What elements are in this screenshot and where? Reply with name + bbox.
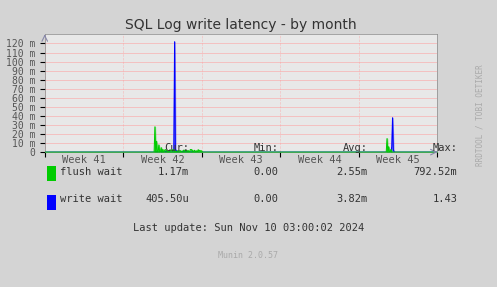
Text: 2.55m: 2.55m [336,167,368,177]
Text: write wait: write wait [60,194,122,204]
Title: SQL Log write latency - by month: SQL Log write latency - by month [125,18,357,32]
Text: Week 43: Week 43 [219,155,263,165]
Text: 792.52m: 792.52m [414,167,457,177]
Text: flush wait: flush wait [60,167,122,177]
Y-axis label: second: second [0,73,3,113]
Text: Max:: Max: [432,143,457,153]
Text: 1.17m: 1.17m [158,167,189,177]
Text: Avg:: Avg: [343,143,368,153]
Text: Week 41: Week 41 [62,155,106,165]
Text: 1.43: 1.43 [432,194,457,204]
Text: Week 44: Week 44 [298,155,341,165]
Text: 0.00: 0.00 [253,194,278,204]
Text: Last update: Sun Nov 10 03:00:02 2024: Last update: Sun Nov 10 03:00:02 2024 [133,223,364,233]
Text: Cur:: Cur: [164,143,189,153]
Text: RRDTOOL / TOBI OETIKER: RRDTOOL / TOBI OETIKER [476,64,485,166]
Text: Week 42: Week 42 [141,155,184,165]
Text: 0.00: 0.00 [253,167,278,177]
Text: 3.82m: 3.82m [336,194,368,204]
Text: Min:: Min: [253,143,278,153]
Text: 405.50u: 405.50u [145,194,189,204]
Text: Munin 2.0.57: Munin 2.0.57 [219,251,278,260]
Text: Week 45: Week 45 [376,155,420,165]
